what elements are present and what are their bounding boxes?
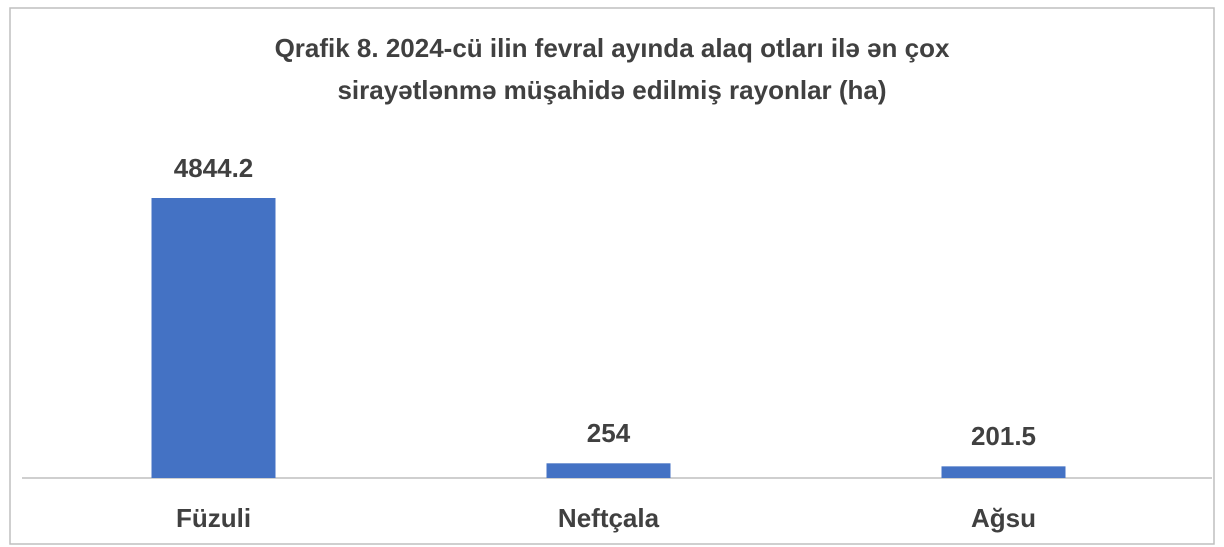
data-label: 254 <box>587 418 631 448</box>
data-label: 4844.2 <box>174 153 254 183</box>
data-label: 201.5 <box>971 421 1036 451</box>
x-tick-label: Füzuli <box>176 503 251 533</box>
bar <box>941 466 1066 478</box>
x-tick-label: Ağsu <box>971 503 1036 533</box>
x-tick-label: Neftçala <box>558 503 660 533</box>
chart-title: sirayətlənmə müşahidə edilmiş rayonlar (… <box>337 75 886 105</box>
chart-title: Qrafik 8. 2024-cü ilin fevral ayında ala… <box>275 33 950 63</box>
bar <box>546 463 671 478</box>
bar <box>151 198 276 478</box>
